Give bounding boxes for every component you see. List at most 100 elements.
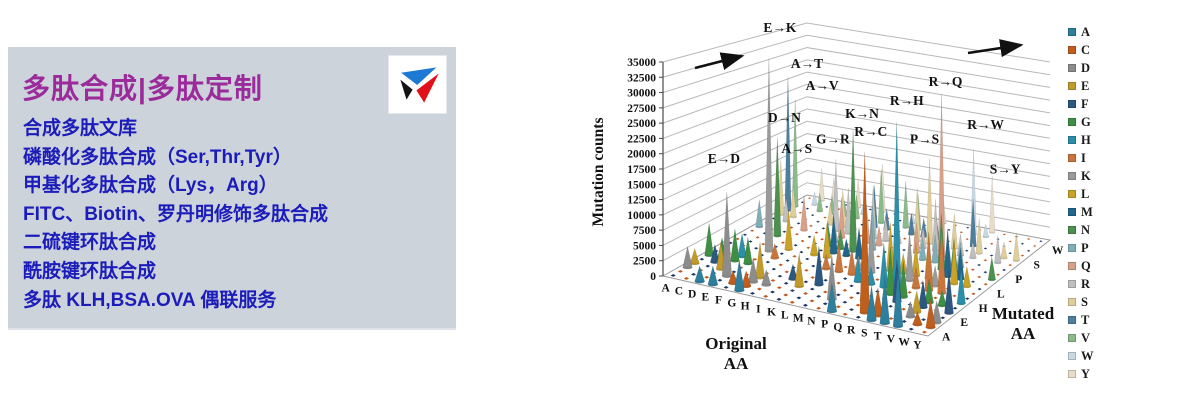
legend-item: A: [1068, 23, 1094, 41]
legend-item: G: [1068, 113, 1094, 131]
direction-arrow: [694, 52, 745, 70]
svg-text:AA: AA: [724, 354, 749, 373]
legend-item: K: [1068, 167, 1094, 185]
y-tick-label: 7500: [633, 225, 656, 237]
legend-label: R: [1081, 276, 1091, 291]
cone-spike: [866, 266, 876, 286]
legend-label: L: [1081, 186, 1090, 201]
legend-label: S: [1081, 294, 1088, 309]
legend-label: C: [1081, 42, 1091, 57]
cone-spike: [814, 245, 824, 287]
legend-swatch: [1068, 64, 1076, 72]
y-tick-label: 17500: [627, 164, 656, 176]
cone-spike: [866, 285, 877, 323]
y-tick-label: 15000: [627, 179, 656, 191]
cone-spike: [821, 253, 831, 271]
legend-label: K: [1081, 168, 1091, 183]
cone-spike: [707, 265, 719, 287]
cone-spike: [989, 176, 996, 234]
cone-spike: [975, 218, 983, 255]
company-logo: [389, 56, 446, 113]
mutated-aa-letter: L: [997, 288, 1005, 300]
cone-spike: [847, 248, 857, 276]
chart-gridlines: [662, 22, 1051, 262]
y-tick-label: 30000: [627, 88, 656, 100]
legend-item: P: [1068, 239, 1094, 257]
cone-spike: [710, 244, 720, 264]
legend-swatch: [1068, 298, 1076, 306]
legend-label: E: [1081, 78, 1090, 93]
legend-label: I: [1081, 150, 1086, 165]
cone-spike: [773, 137, 782, 238]
legend-item: F: [1068, 95, 1094, 113]
y-tick-label: 25000: [627, 118, 656, 130]
cone-spike: [682, 246, 693, 270]
cone-spike: [877, 168, 885, 225]
legend-label: F: [1081, 96, 1089, 111]
legend-swatch: [1068, 118, 1076, 126]
legend-swatch: [1068, 82, 1076, 90]
peak-annotation: R→H: [890, 93, 924, 108]
cone-spike: [918, 280, 928, 310]
legend-item: V: [1068, 329, 1094, 347]
original-aa-letter: L: [781, 310, 789, 322]
y-tick-label: 32500: [627, 72, 656, 84]
legend-item: I: [1068, 149, 1094, 167]
cone-spike: [704, 223, 714, 257]
peak-annotation: R→Q: [929, 74, 963, 89]
cone-spike: [956, 267, 966, 306]
service-list-item: 磷酸化多肽合成（Ser,Thr,Tyr）: [23, 146, 292, 168]
legend-swatch: [1068, 136, 1076, 144]
service-list-item: 二硫键环肽合成: [23, 232, 157, 254]
cone-spike: [905, 300, 916, 319]
legend-swatch: [1068, 262, 1076, 270]
y-axis-title: Mutation counts: [590, 118, 607, 227]
legend-swatch: [1068, 154, 1076, 162]
legend-label: Y: [1081, 366, 1091, 381]
original-aa-letter: M: [793, 313, 804, 325]
peak-annotation: E→D: [708, 151, 741, 166]
original-aa-letter: F: [715, 295, 722, 307]
cone-spike: [721, 191, 732, 278]
original-aa-letter: E: [702, 292, 710, 304]
original-aa-letter: G: [727, 298, 736, 310]
original-aa-letter: W: [898, 337, 910, 349]
original-aa-letter: K: [767, 307, 776, 319]
cone-spike: [816, 193, 824, 213]
service-list-item: 酰胺键环肽合成: [23, 260, 157, 282]
original-aa-title: Original: [705, 334, 767, 353]
y-tick-label: 5000: [633, 240, 656, 252]
peak-annotation: A→S: [781, 141, 812, 156]
service-list-item: 多肽 KLH,BSA.OVA 偶联服务: [23, 289, 277, 311]
cone-spike: [734, 259, 745, 293]
peak-annotation: G→R: [816, 131, 850, 146]
y-tick-label: 20000: [627, 149, 656, 161]
y-tick-label: 27500: [627, 103, 656, 115]
cone-spike: [987, 257, 996, 282]
legend-label: N: [1081, 222, 1091, 237]
legend-label: Q: [1081, 258, 1091, 273]
cone-spike: [694, 265, 705, 284]
original-aa-letter: Y: [913, 340, 922, 352]
cone-spike: [748, 257, 759, 284]
cone-spike: [918, 237, 927, 262]
legend-swatch: [1068, 172, 1076, 180]
legend-item: L: [1068, 185, 1094, 203]
original-aa-letter: A: [661, 283, 670, 295]
peak-annotation: S→Y: [990, 161, 1021, 176]
cone-spike: [924, 278, 934, 305]
cone-spike: [826, 283, 838, 314]
legend-item: N: [1068, 221, 1094, 239]
y-axis: 0 2500 5000 7500 10000 12500 15000 17500 20000 22…: [590, 57, 664, 283]
cone-spike: [926, 158, 934, 245]
legend-swatch: [1068, 280, 1076, 288]
legend-label: D: [1081, 60, 1091, 75]
original-aa-letter: R: [847, 325, 856, 337]
original-aa-letter: H: [741, 301, 750, 313]
cone-spike: [982, 223, 990, 239]
cone-spike: [741, 270, 752, 289]
y-tick-label: 12500: [627, 195, 656, 207]
legend-item: W: [1068, 347, 1094, 365]
original-aa-letter: T: [874, 331, 882, 343]
cone-spike: [994, 235, 1002, 265]
